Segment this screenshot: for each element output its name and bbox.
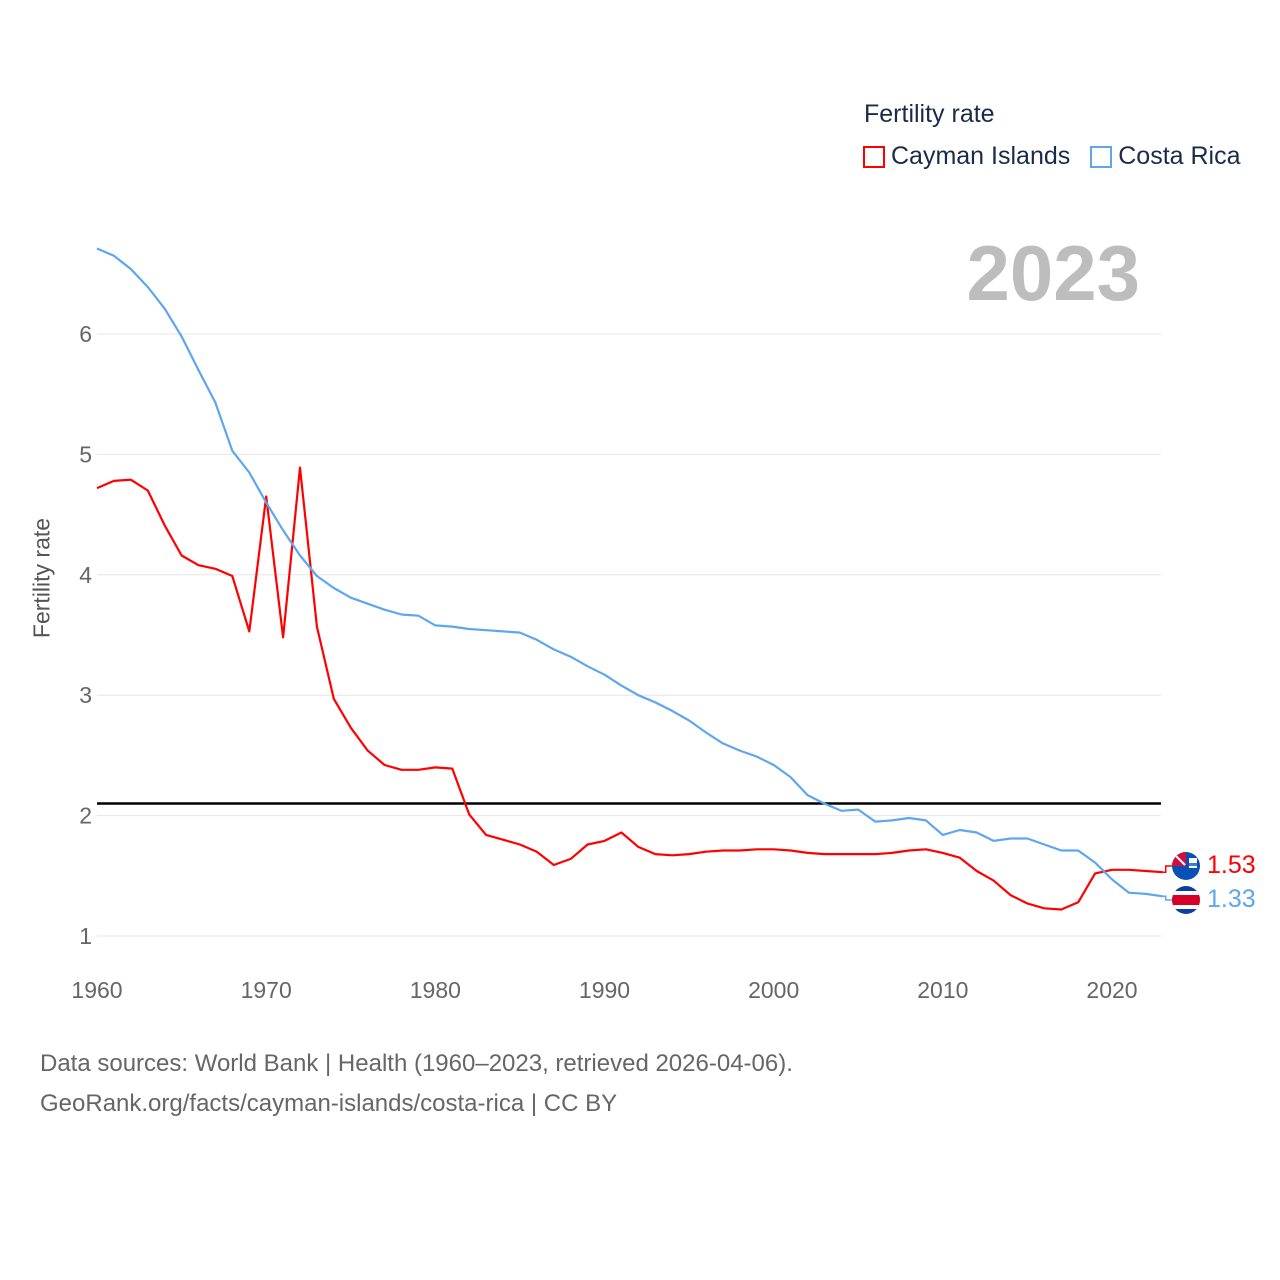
x-tick-label: 1970 bbox=[241, 977, 292, 1003]
y-tick-label: 2 bbox=[79, 803, 92, 829]
end-connector bbox=[1162, 865, 1173, 873]
source-line-1: Data sources: World Bank | Health (1960–… bbox=[40, 1050, 793, 1077]
x-tick-label: 2020 bbox=[1086, 977, 1137, 1003]
legend-label: Costa Rica bbox=[1118, 142, 1241, 170]
legend-title: Fertility rate bbox=[864, 100, 995, 128]
end-label-costa-rica: 1.33 bbox=[1207, 885, 1256, 913]
legend-swatch-costa-rica bbox=[1090, 145, 1113, 168]
y-tick-label: 1 bbox=[79, 923, 92, 949]
end-connector bbox=[1162, 895, 1173, 901]
legend-swatch-cayman-islands bbox=[863, 145, 885, 168]
y-tick-label: 3 bbox=[79, 682, 92, 708]
costa-rica-flag-icon bbox=[1172, 886, 1200, 914]
y-tick-label: 6 bbox=[79, 321, 92, 347]
x-tick-label: 1990 bbox=[579, 977, 630, 1003]
cayman-islands-flag-icon bbox=[1172, 852, 1200, 880]
y-tick-label: 4 bbox=[79, 562, 92, 588]
x-tick-label: 2010 bbox=[917, 977, 968, 1003]
source-line-2[interactable]: GeoRank.org/facts/cayman-islands/costa-r… bbox=[40, 1090, 618, 1117]
x-tick-label: 2000 bbox=[748, 977, 799, 1003]
legend-label: Cayman Islands bbox=[891, 142, 1071, 170]
legend: Cayman Islands Costa Rica bbox=[863, 142, 1241, 171]
end-label-cayman-islands: 1.53 bbox=[1207, 851, 1256, 879]
legend-item-costa-rica[interactable]: Costa Rica bbox=[1090, 142, 1241, 171]
series-line-costa-rica bbox=[96, 247, 1163, 898]
x-tick-label: 1960 bbox=[71, 977, 122, 1003]
x-tick-label: 1980 bbox=[410, 977, 461, 1003]
source-note: Data sources: World Bank | Health (1960–… bbox=[40, 1044, 793, 1124]
year-label: 2023 bbox=[966, 229, 1140, 317]
y-axis-title: Fertility rate bbox=[28, 517, 55, 639]
legend-item-cayman-islands[interactable]: Cayman Islands bbox=[863, 142, 1070, 171]
y-tick-label: 5 bbox=[79, 441, 92, 467]
series-line-cayman-islands bbox=[96, 466, 1163, 911]
